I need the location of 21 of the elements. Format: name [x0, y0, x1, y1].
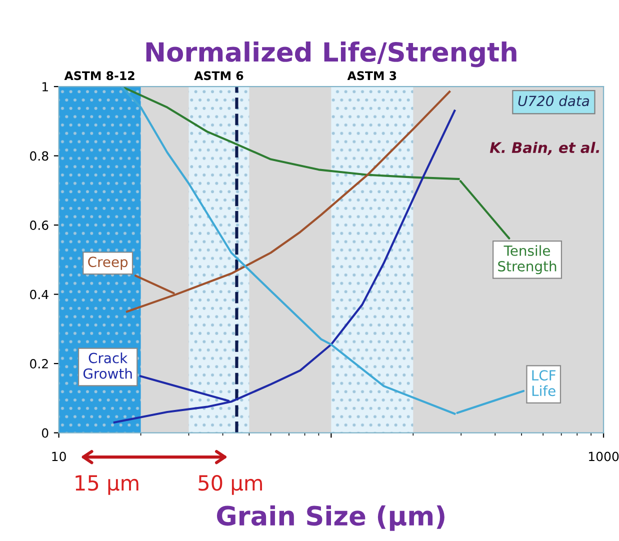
x-tick-label: 1000 — [588, 452, 619, 462]
text: Creep — [88, 256, 128, 270]
y-tick-label: 1 — [42, 82, 48, 92]
y-tick-label: 0.4 — [30, 290, 48, 300]
y-tick-label: 0.6 — [30, 220, 48, 230]
annotation: U720 data — [518, 95, 589, 106]
y-tick-label: 0.2 — [30, 359, 48, 368]
text: LCF Life — [532, 370, 556, 396]
y-tick-label: 0 — [42, 428, 48, 438]
x-tick-label: 10 — [52, 452, 66, 462]
text: Crack Growth — [83, 352, 132, 379]
x-axis-title: Grain Size (µm) — [216, 505, 444, 531]
chart-title: Normalized Life/Strength — [146, 42, 516, 68]
annotation: K. Bain, et al. — [490, 142, 600, 155]
y-tick-label: 0.8 — [30, 151, 48, 161]
text: Tensile Strength — [498, 245, 556, 274]
text: 15 µm — [76, 475, 138, 495]
band-label: ASTM 6 — [194, 71, 244, 80]
band-label: ASTM 8-12 — [64, 71, 134, 80]
band-label: ASTM 3 — [347, 71, 396, 80]
text: 50 µm — [198, 475, 262, 495]
